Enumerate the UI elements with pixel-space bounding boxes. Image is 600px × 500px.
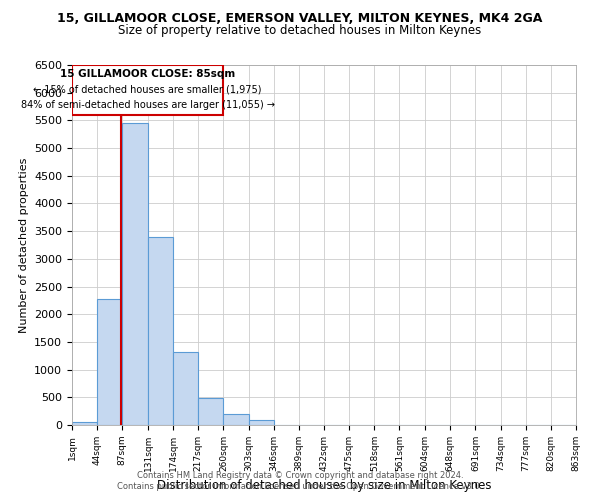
Bar xyxy=(148,237,173,425)
Text: Contains public sector information licensed under the Open Government Licence v3: Contains public sector information licen… xyxy=(118,482,482,491)
Bar xyxy=(122,123,148,425)
Bar xyxy=(97,298,122,425)
X-axis label: Distribution of detached houses by size in Milton Keynes: Distribution of detached houses by size … xyxy=(157,480,491,492)
Bar xyxy=(198,398,223,425)
Text: 84% of semi-detached houses are larger (11,055) →: 84% of semi-detached houses are larger (… xyxy=(21,100,275,110)
Bar xyxy=(223,414,248,425)
Bar xyxy=(72,65,223,115)
Text: Size of property relative to detached houses in Milton Keynes: Size of property relative to detached ho… xyxy=(118,24,482,37)
Text: Contains HM Land Registry data © Crown copyright and database right 2024.: Contains HM Land Registry data © Crown c… xyxy=(137,471,463,480)
Bar xyxy=(72,422,97,425)
Text: 15 GILLAMOOR CLOSE: 85sqm: 15 GILLAMOOR CLOSE: 85sqm xyxy=(60,69,235,79)
Text: 15, GILLAMOOR CLOSE, EMERSON VALLEY, MILTON KEYNES, MK4 2GA: 15, GILLAMOOR CLOSE, EMERSON VALLEY, MIL… xyxy=(58,12,542,26)
Bar xyxy=(248,420,274,425)
Bar xyxy=(173,352,198,425)
Y-axis label: Number of detached properties: Number of detached properties xyxy=(19,158,29,332)
Text: ← 15% of detached houses are smaller (1,975): ← 15% of detached houses are smaller (1,… xyxy=(34,85,262,95)
